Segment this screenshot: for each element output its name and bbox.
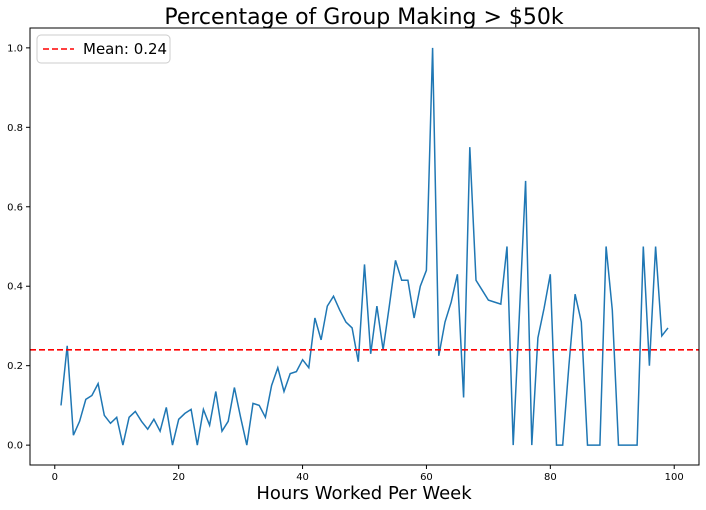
y-tick-label: 0.8	[7, 123, 23, 134]
y-tick-label: 0.6	[7, 202, 23, 213]
y-axis-ticks: 0.0 0.2 0.4 0.6 0.8 1.0	[7, 43, 30, 452]
legend: Mean: 0.24	[36, 34, 171, 64]
chart-title: Percentage of Group Making > $50k	[164, 5, 564, 30]
x-axis-ticks: 0 20 40 60 80 100	[52, 465, 684, 483]
y-tick-label: 0.0	[7, 441, 23, 452]
x-tick-label: 40	[296, 472, 309, 483]
legend-label-mean: Mean: 0.24	[83, 40, 167, 58]
plot-frame	[29, 27, 700, 466]
x-tick-label: 20	[172, 472, 185, 483]
y-tick-label: 0.4	[7, 282, 23, 293]
x-axis-label: Hours Worked Per Week	[256, 483, 472, 504]
x-tick-label: 100	[665, 472, 684, 483]
x-tick-label: 0	[52, 472, 58, 483]
legend-box	[36, 34, 171, 64]
y-tick-label: 1.0	[7, 43, 23, 54]
series-line-percentage	[60, 47, 669, 446]
plot-content	[30, 47, 699, 446]
x-tick-label: 80	[544, 472, 557, 483]
x-tick-label: 60	[420, 472, 433, 483]
y-tick-label: 0.2	[7, 361, 23, 372]
